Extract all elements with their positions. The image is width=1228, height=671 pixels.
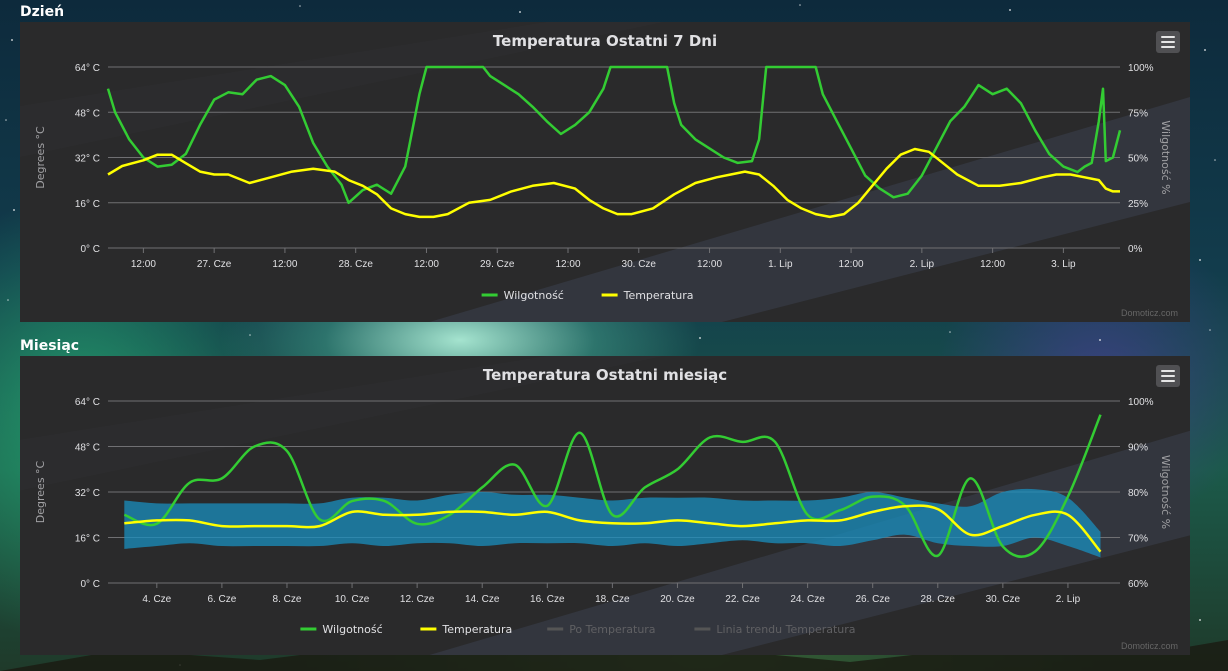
- y-axis-right-tick-label: 80%: [1128, 488, 1148, 499]
- y-axis-right-tick-label: 100%: [1128, 397, 1154, 408]
- x-axis-tick-label: 12:00: [131, 259, 156, 270]
- x-axis-tick-label: 30. Cze: [622, 259, 657, 270]
- y-axis-right-tick-label: 60%: [1128, 579, 1148, 590]
- x-axis-tick-label: 10. Cze: [335, 594, 370, 605]
- x-axis-tick-label: 12:00: [980, 259, 1005, 270]
- x-axis-tick-label: 6. Cze: [207, 594, 236, 605]
- y-axis-right-title: Wilgotność %: [1159, 455, 1172, 529]
- chart-title: Temperatura Ostatni 7 Dni: [493, 32, 717, 50]
- y-axis-right-tick-label: 25%: [1128, 199, 1148, 210]
- y-axis-left-tick-label: 16° C: [75, 534, 100, 545]
- legend-item: Linia trendu Temperatura: [716, 623, 855, 636]
- y-axis-left-tick-label: 0° C: [80, 579, 100, 590]
- month-temperature-chart: Temperatura Ostatni miesiąc 0° C 60% 16° C 7…: [20, 356, 1190, 655]
- x-axis-tick-label: 16. Cze: [530, 594, 565, 605]
- y-axis-left-tick-label: 64° C: [75, 63, 100, 74]
- y-axis-left-tick-label: 48° C: [75, 108, 100, 119]
- y-axis-right-tick-label: 70%: [1128, 534, 1148, 545]
- x-axis-tick-label: 26. Cze: [855, 594, 890, 605]
- month-section-title: Miesiąc: [20, 338, 80, 354]
- y-axis-left-tick-label: 32° C: [75, 488, 100, 499]
- y-axis-right-tick-label: 75%: [1128, 108, 1148, 119]
- y-axis-left-tick-label: 64° C: [75, 397, 100, 408]
- x-axis-tick-label: 12:00: [555, 259, 580, 270]
- legend-item: Wilgotność: [504, 289, 564, 302]
- y-axis-left-title: Degrees °C: [34, 126, 47, 189]
- chart-title: Temperatura Ostatni miesiąc: [483, 366, 727, 384]
- week-chart-svg: Temperatura Ostatni 7 Dni 0° C 0% 16° C 25% 3…: [20, 22, 1190, 322]
- y-axis-right-tick-label: 90%: [1128, 443, 1148, 454]
- y-axis-left-tick-label: 0° C: [80, 244, 100, 255]
- x-axis-tick-label: 30. Cze: [986, 594, 1021, 605]
- y-axis-left-tick-label: 32° C: [75, 154, 100, 165]
- y-axis-right-title: Wilgotność %: [1159, 120, 1172, 194]
- x-axis-tick-label: 12:00: [839, 259, 864, 270]
- x-axis-tick-label: 12. Cze: [400, 594, 435, 605]
- background-band: [20, 22, 664, 157]
- x-axis-tick-label: 8. Cze: [273, 594, 302, 605]
- series-line-humidity: [123, 414, 1102, 558]
- chart-credits[interactable]: Domoticz.com: [1120, 641, 1178, 651]
- legend-item: Wilgotność: [322, 623, 382, 636]
- x-axis-tick-label: 2. Lip: [910, 259, 935, 270]
- x-axis-tick-label: 3. Lip: [1051, 259, 1076, 270]
- x-axis-tick-label: 12:00: [414, 259, 439, 270]
- x-axis-tick-label: 4. Cze: [142, 594, 171, 605]
- x-axis-tick-label: 28. Cze: [921, 594, 956, 605]
- series-line-temperature: [124, 504, 1102, 553]
- y-axis-left-tick-label: 16° C: [75, 199, 100, 210]
- series-line-temperature: [107, 147, 1120, 219]
- x-axis-tick-label: 29. Cze: [480, 259, 515, 270]
- legend-item: Po Temperatura: [569, 623, 655, 636]
- y-axis-right-tick-label: 50%: [1128, 154, 1148, 165]
- x-axis-tick-label: 24. Cze: [790, 594, 825, 605]
- chart-menu-button[interactable]: [1156, 365, 1180, 387]
- x-axis-tick-label: 20. Cze: [660, 594, 695, 605]
- x-axis-tick-label: 27. Cze: [197, 259, 232, 270]
- x-axis-tick-label: 2. Lip: [1056, 594, 1081, 605]
- x-axis-tick-label: 18. Cze: [595, 594, 630, 605]
- week-temperature-chart: Temperatura Ostatni 7 Dni 0° C 0% 16° C 25% 3…: [20, 22, 1190, 322]
- x-axis-tick-label: 22. Cze: [725, 594, 760, 605]
- x-axis-tick-label: 1. Lip: [768, 259, 793, 270]
- y-axis-right-tick-label: 0%: [1128, 244, 1143, 255]
- x-axis-tick-label: 14. Cze: [465, 594, 500, 605]
- chart-credits[interactable]: Domoticz.com: [1120, 308, 1178, 318]
- y-axis-right-tick-label: 100%: [1128, 63, 1154, 74]
- background-band: [429, 97, 1190, 322]
- day-section-title: Dzień: [20, 4, 65, 20]
- series-line-humidity: [106, 65, 1122, 205]
- legend-item: Temperatura: [623, 289, 694, 302]
- chart-menu-button[interactable]: [1156, 31, 1180, 53]
- y-axis-left-title: Degrees °C: [34, 460, 47, 523]
- month-chart-svg: Temperatura Ostatni miesiąc 0° C 60% 16° C 7…: [20, 356, 1190, 655]
- legend-item: Temperatura: [441, 623, 512, 636]
- x-axis-tick-label: 12:00: [272, 259, 297, 270]
- x-axis-tick-label: 12:00: [697, 259, 722, 270]
- y-axis-left-tick-label: 48° C: [75, 443, 100, 454]
- x-axis-tick-label: 28. Cze: [338, 259, 373, 270]
